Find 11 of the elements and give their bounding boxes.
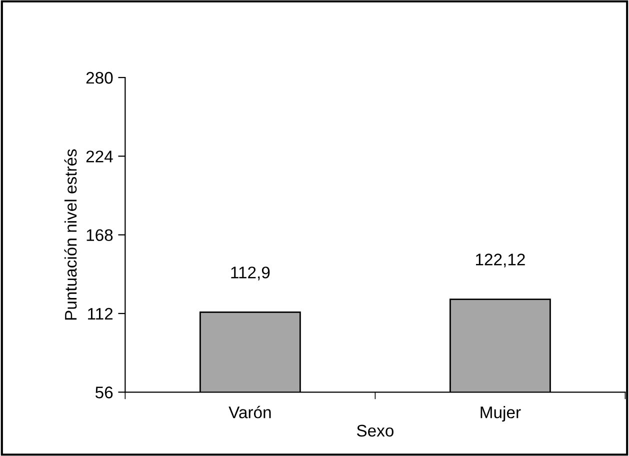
- y-tick-label: 168: [86, 229, 113, 242]
- x-axis-title: Sexo: [356, 424, 394, 437]
- y-tick-label: 280: [86, 72, 113, 84]
- y-tick-label: 112: [88, 308, 113, 320]
- x-tick-label: Varón: [228, 406, 271, 418]
- y-axis-title: Puntuación nivel estrés: [64, 149, 77, 320]
- y-tick-label: 224: [86, 150, 113, 162]
- data-label: 122,12: [476, 254, 525, 268]
- y-tick-label: 56: [95, 386, 113, 398]
- data-label: 112,9: [231, 266, 270, 280]
- x-tick-label: Mujer: [480, 406, 521, 422]
